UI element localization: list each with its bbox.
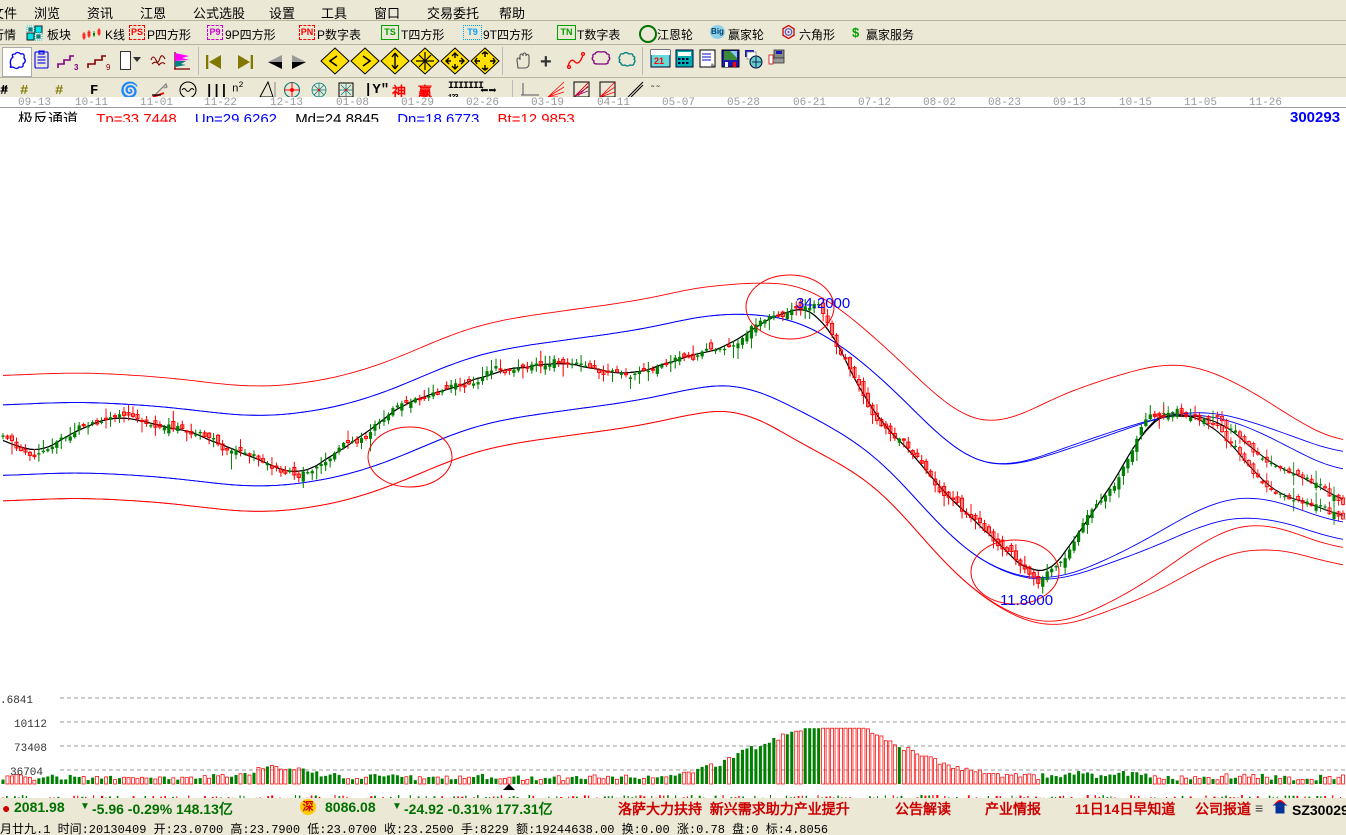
svg-text:11.8000: 11.8000 — [1000, 592, 1053, 609]
svg-text:3: 3 — [74, 63, 79, 71]
svg-text:34.2000: 34.2000 — [796, 295, 850, 312]
svg-text:9: 9 — [106, 63, 111, 71]
svg-text:21: 21 — [654, 56, 664, 66]
